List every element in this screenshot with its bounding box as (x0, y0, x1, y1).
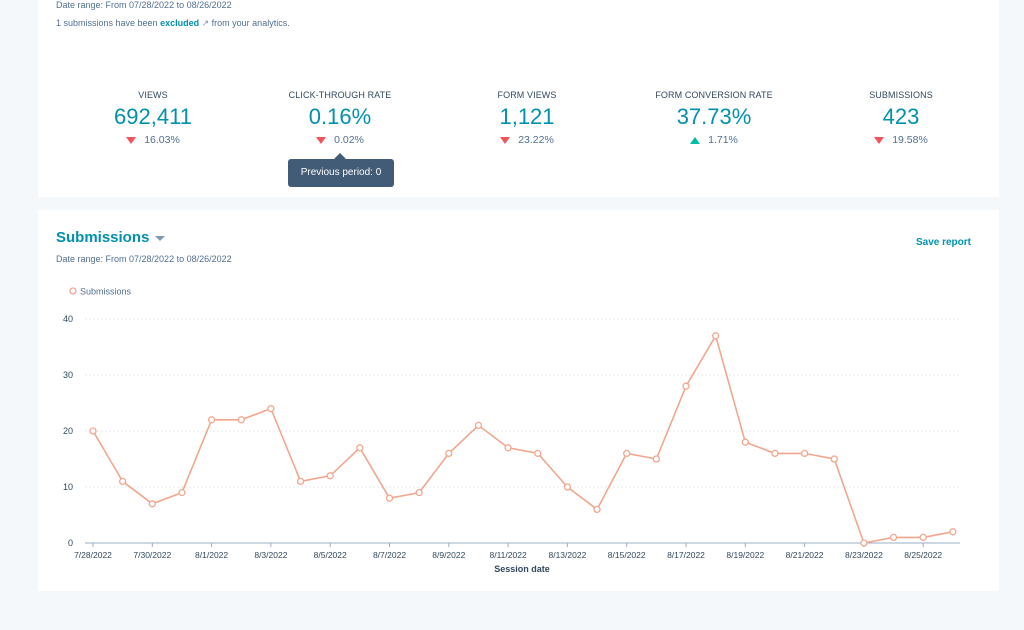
kpi-value: 37.73% (676, 104, 752, 129)
date-range: Date range: From 07/28/2022 to 08/26/202… (56, 0, 232, 10)
data-point (385, 494, 394, 502)
data-point (445, 449, 453, 458)
x-tick-label: 8/17/2022 (667, 550, 705, 560)
y-tick-label: 0 (68, 538, 73, 548)
excluded-notice: 1 submissions have been excluded ↗ from … (56, 18, 290, 29)
legend-label: Submissions (80, 287, 132, 297)
data-point (148, 500, 156, 508)
x-tick-label: 8/13/2022 (548, 550, 586, 560)
external-link-icon: ↗ (201, 18, 210, 28)
x-tick-label: 8/15/2022 (608, 550, 646, 560)
series-line-submissions (92, 333, 953, 544)
data-point (504, 444, 512, 452)
arrow-down-icon (316, 136, 327, 144)
y-tick-label: 10 (63, 482, 73, 492)
kpi-change[interactable]: 23.22% (427, 134, 627, 146)
x-tick-label: 8/25/2022 (904, 550, 942, 560)
x-tick-label: 7/30/2022 (133, 550, 171, 560)
kpi-value: 692,411 (114, 104, 192, 129)
kpi-change-value: 1.71% (708, 134, 738, 146)
data-point (534, 449, 542, 458)
legend-marker (69, 287, 77, 295)
data-point (237, 416, 245, 424)
x-tick-label: 8/5/2022 (314, 550, 347, 560)
data-point (356, 444, 364, 452)
x-axis-title: Session date (494, 564, 550, 574)
data-point (682, 382, 690, 390)
submissions-report-card: Submissions Date range: From 07/28/2022 … (38, 210, 999, 591)
kpi-change-value: 23.22% (518, 134, 554, 146)
kpi-change-value: 19.58% (892, 134, 928, 146)
data-point (771, 449, 779, 458)
x-tick-label: 8/7/2022 (373, 550, 406, 560)
kpi-change-value: 0.02% (334, 134, 364, 146)
kpi-change[interactable]: 0.02% (240, 134, 440, 146)
arrow-down-icon (874, 136, 885, 144)
kpi-value: 0.16% (308, 104, 372, 129)
x-tick-label: 8/23/2022 (845, 550, 883, 560)
arrow-down-icon (126, 136, 137, 144)
data-point (830, 455, 838, 463)
data-point (949, 528, 957, 536)
arrow-down-icon (500, 136, 511, 144)
data-point (800, 449, 809, 458)
data-point (178, 488, 186, 497)
data-point (712, 332, 720, 340)
excluded-suffix: from your analytics. (211, 18, 290, 28)
data-point (296, 477, 305, 486)
y-tick-label: 30 (63, 370, 73, 380)
kpi-label: FORM CONVERSION RATE (655, 90, 773, 100)
excluded-prefix: 1 submissions have been (56, 18, 158, 28)
x-tick-label: 8/19/2022 (726, 550, 764, 560)
data-point (889, 533, 898, 542)
x-tick-label: 8/11/2022 (490, 550, 527, 560)
report-title-dropdown[interactable]: Submissions (56, 229, 166, 246)
data-point (326, 472, 334, 480)
y-tick-label: 40 (63, 314, 73, 324)
excluded-link[interactable]: excluded (160, 18, 200, 28)
data-point (563, 483, 572, 491)
kpi-label: FORM VIEWS (497, 90, 557, 100)
data-point (474, 421, 483, 430)
caret-down-icon (155, 235, 166, 241)
kpi-value: 1,121 (499, 104, 555, 129)
data-point (89, 427, 97, 435)
kpi-change[interactable]: 19.58% (801, 134, 1001, 146)
data-point (919, 533, 927, 542)
kpi-value: 423 (882, 104, 920, 129)
x-tick-label: 8/9/2022 (432, 550, 465, 560)
data-point (623, 449, 631, 458)
y-tick-label: 20 (63, 426, 73, 436)
x-tick-label: 7/28/2022 (74, 550, 112, 560)
kpi-click-through-rate: CLICK-THROUGH RATE 0.16% 0.02% (240, 90, 440, 146)
kpi-form-conversion-rate: FORM CONVERSION RATE 37.73% 1.71% (614, 90, 814, 146)
kpi-label: SUBMISSIONS (869, 90, 933, 100)
data-point (119, 477, 127, 486)
kpi-submissions: SUBMISSIONS 423 19.58% (801, 90, 1001, 146)
data-point (741, 438, 749, 446)
previous-period-tooltip: Previous period: 0 (288, 153, 394, 187)
kpi-form-views: FORM VIEWS 1,121 23.22% (427, 90, 627, 146)
kpi-label: CLICK-THROUGH RATE (288, 90, 392, 100)
data-point (593, 505, 601, 514)
kpi-views: VIEWS 692,411 16.03% (53, 90, 253, 146)
report-title: Submissions (56, 229, 150, 246)
data-point (415, 488, 423, 497)
kpi-change-value: 16.03% (144, 134, 180, 146)
kpi-change[interactable]: 16.03% (53, 134, 253, 146)
data-point (860, 539, 868, 547)
x-tick-label: 8/1/2022 (195, 550, 228, 560)
kpi-change[interactable]: 1.71% (614, 134, 814, 146)
kpi-label: VIEWS (138, 90, 168, 100)
data-point (652, 455, 660, 463)
report-date-range: Date range: From 07/28/2022 to 08/26/202… (56, 254, 232, 264)
x-tick-label: 8/21/2022 (786, 550, 824, 560)
summary-card: Date range: From 07/28/2022 to 08/26/202… (38, 0, 999, 197)
arrow-up-icon (690, 136, 701, 144)
data-point (207, 416, 216, 424)
save-report-button[interactable]: Save report (915, 237, 971, 248)
data-point (267, 404, 275, 413)
x-tick-label: 8/3/2022 (254, 550, 287, 560)
